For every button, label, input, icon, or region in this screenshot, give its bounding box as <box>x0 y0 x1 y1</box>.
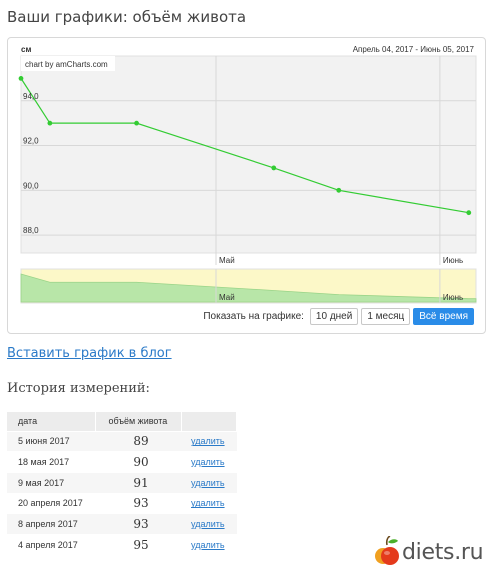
y-tick-label: 92,0 <box>23 137 39 146</box>
header-value: объём живота <box>95 412 182 431</box>
history-header-row: дата объём живота <box>7 412 237 431</box>
x-tick-label: Июнь <box>443 256 463 265</box>
row-date: 8 апреля 2017 <box>7 513 95 535</box>
row-date: 4 апреля 2017 <box>7 533 95 556</box>
plot-area <box>20 55 477 254</box>
y-tick-label: 94,0 <box>23 92 39 101</box>
page-title: Ваши графики: объём живота <box>7 8 247 26</box>
history-title: История измерений: <box>7 381 150 396</box>
range-1-month-button[interactable]: 1 месяц <box>361 308 411 325</box>
delete-link[interactable]: удалить <box>191 498 225 509</box>
table-row: 20 апреля 2017 93 удалить <box>7 492 237 514</box>
range-controls: Показать на графике: 10 дней 1 месяц Всё… <box>203 308 474 325</box>
header-date: дата <box>7 412 96 431</box>
header-action <box>181 412 237 431</box>
range-10-days-button[interactable]: 10 дней <box>309 308 359 325</box>
delete-link[interactable]: удалить <box>191 519 225 530</box>
logo-text: diets.ru <box>402 539 484 565</box>
apple-icon <box>375 536 399 565</box>
table-row: 8 апреля 2017 93 удалить <box>7 513 237 535</box>
history-table: дата объём живота 5 июня 2017 89 удалить… <box>7 412 237 556</box>
row-date: 5 июня 2017 <box>7 430 95 452</box>
y-tick-label: 90,0 <box>23 181 39 190</box>
row-value: 93 <box>95 513 181 535</box>
delete-link[interactable]: удалить <box>191 457 225 468</box>
row-value: 90 <box>95 451 181 473</box>
diets-logo[interactable]: diets.ru <box>374 536 484 568</box>
row-value: 89 <box>95 430 181 452</box>
range-label: Показать на графике: <box>203 311 304 322</box>
scrollbar-area <box>20 273 477 303</box>
table-row: 5 июня 2017 89 удалить <box>7 430 237 452</box>
x-tick-label: Май <box>219 256 235 265</box>
delete-link[interactable]: удалить <box>191 436 225 447</box>
range-all-time-button[interactable]: Всё время <box>413 308 474 325</box>
chart-card: chart by amCharts.com см Апрель 04, 2017… <box>7 37 486 334</box>
chart-svg: chart by amCharts.com см Апрель 04, 2017… <box>18 45 477 304</box>
row-value: 93 <box>95 492 181 514</box>
scrollbar-tick-label: Май <box>219 293 235 302</box>
table-row: 18 мая 2017 90 удалить <box>7 451 237 473</box>
data-point <box>466 210 472 216</box>
data-point <box>271 165 277 171</box>
row-date: 20 апреля 2017 <box>7 492 95 514</box>
data-point <box>18 75 24 81</box>
row-date: 18 мая 2017 <box>7 451 95 473</box>
row-value: 91 <box>95 471 181 494</box>
data-point <box>336 187 342 193</box>
row-date: 9 мая 2017 <box>7 471 95 494</box>
delete-link[interactable]: удалить <box>191 477 225 488</box>
date-range: Апрель 04, 2017 - Июнь 05, 2017 <box>353 45 475 54</box>
table-row: 9 мая 2017 91 удалить <box>7 471 237 494</box>
embed-in-blog-link[interactable]: Вставить график в блог <box>7 346 172 361</box>
row-value: 95 <box>95 533 181 556</box>
data-point <box>134 120 139 126</box>
unit-label: см <box>21 45 31 54</box>
y-tick-label: 88,0 <box>23 226 39 235</box>
delete-link[interactable]: удалить <box>191 540 225 551</box>
credit-box <box>21 56 115 71</box>
chart-credit: chart by amCharts.com <box>25 60 108 69</box>
table-row: 4 апреля 2017 95 удалить <box>7 533 237 556</box>
series-line <box>20 78 469 214</box>
data-point <box>47 120 53 126</box>
scrollbar-tick-label: Июнь <box>443 293 463 302</box>
